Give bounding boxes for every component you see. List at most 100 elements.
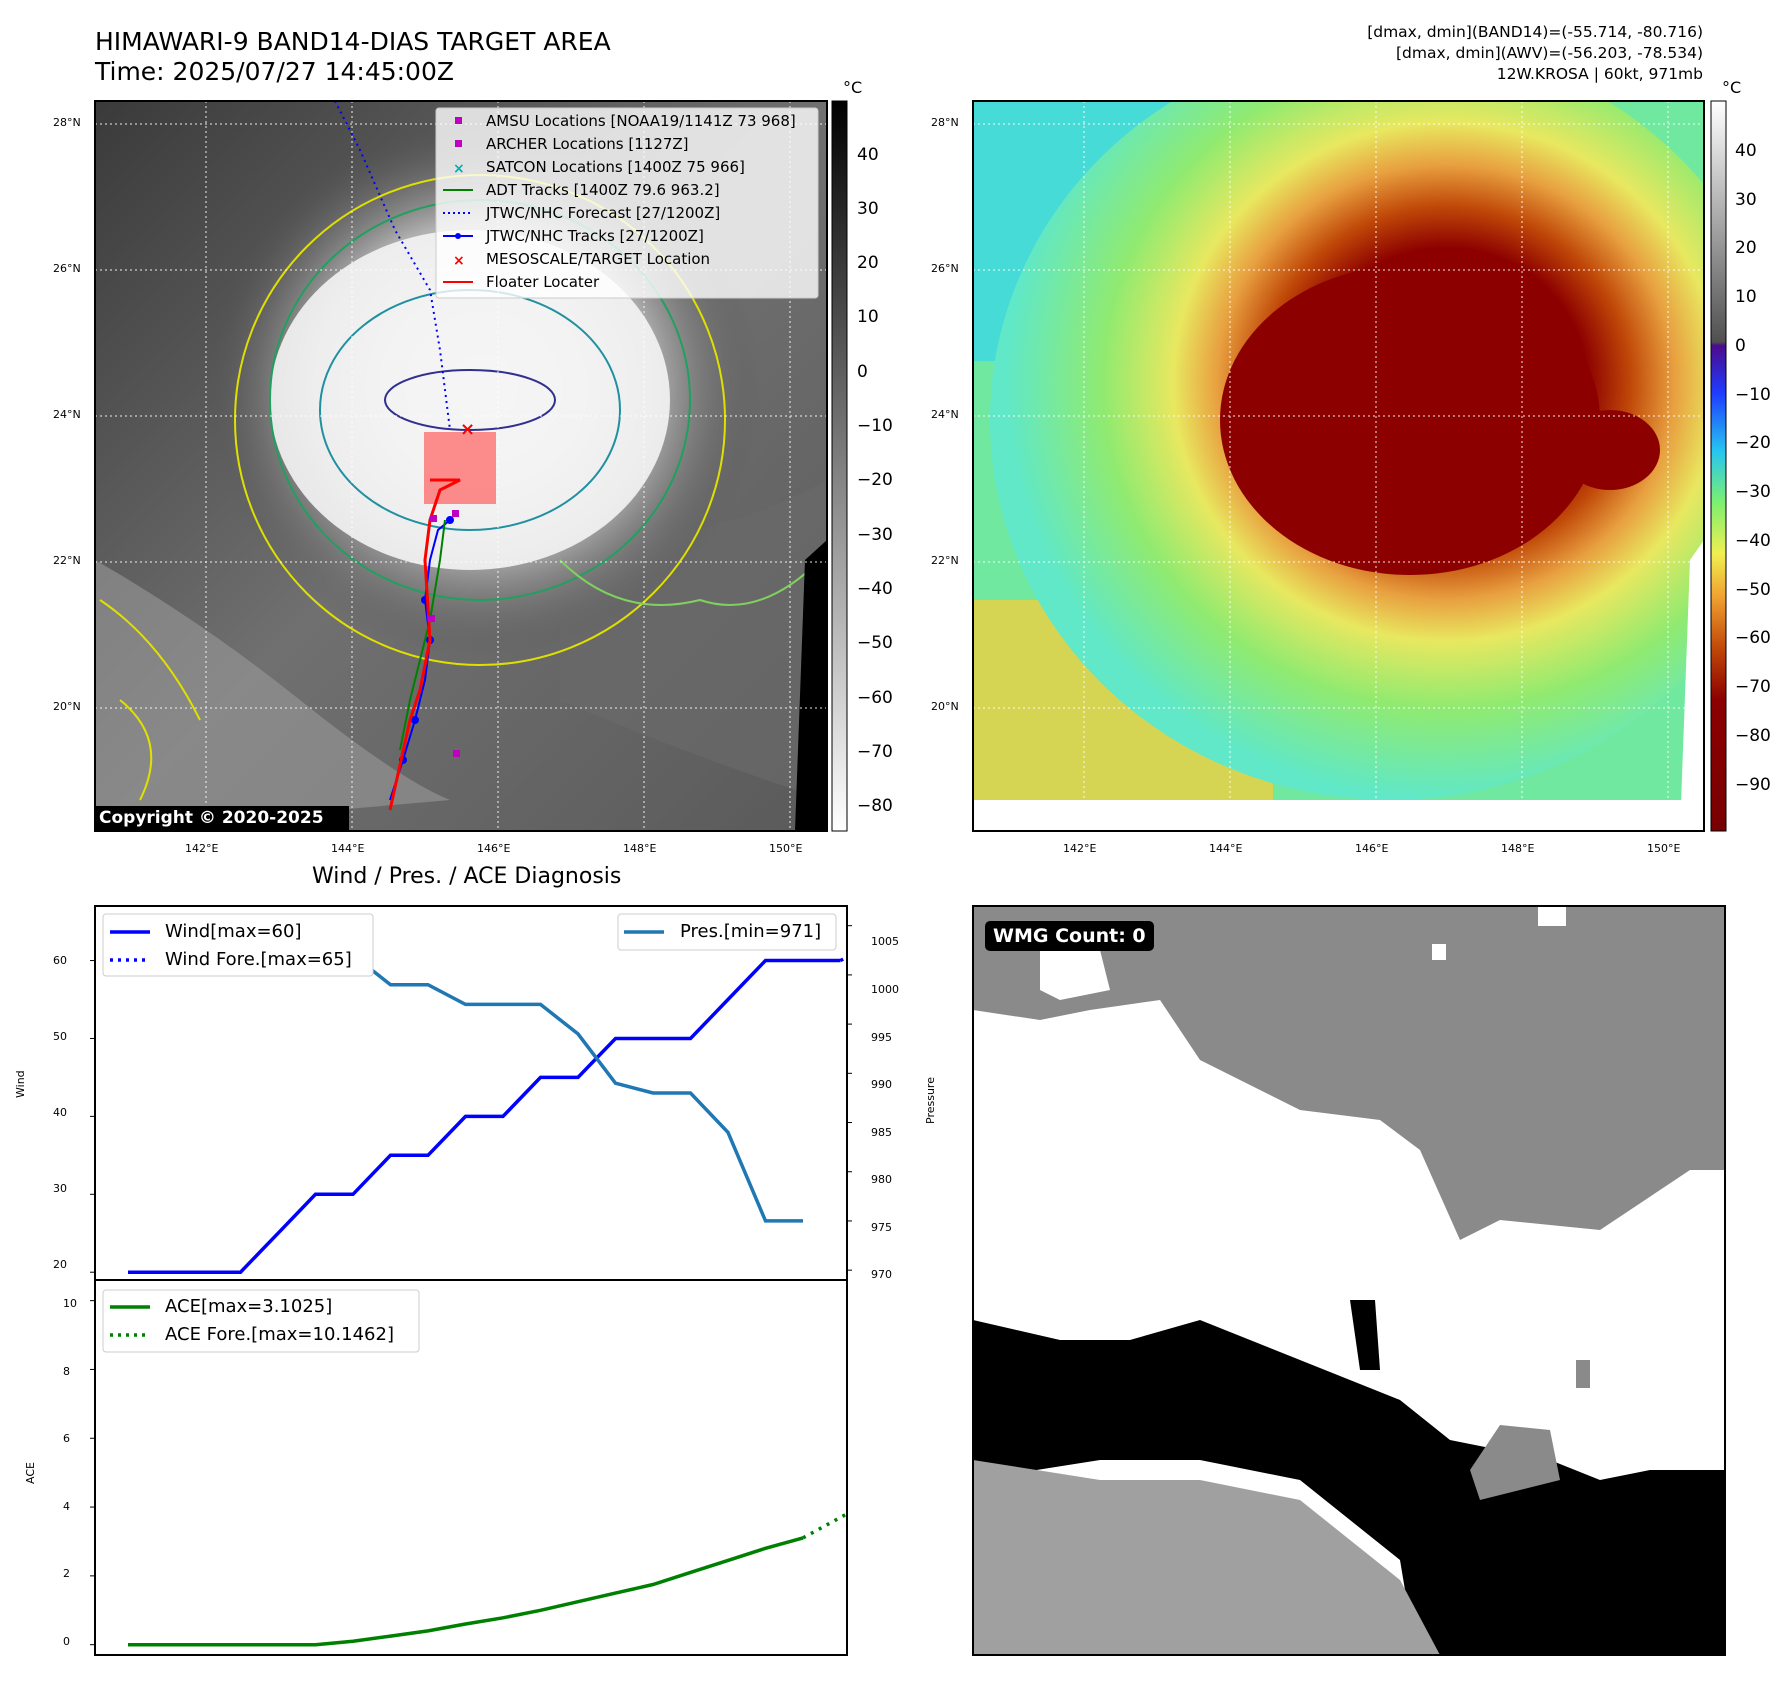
wind-observed-line: [128, 958, 841, 1274]
cb2-tick-0: 0: [1735, 336, 1746, 356]
figure-time: Time: 2025/07/27 14:45:00Z: [95, 57, 454, 86]
wind-tick-30: 30: [53, 1182, 67, 1195]
pres-tick-990: 990: [871, 1078, 892, 1091]
cb2-tick-m30: −30: [1735, 482, 1771, 502]
lat-tick-28: 28°N: [53, 116, 81, 129]
ace-tick-4: 4: [63, 1500, 70, 1513]
info-awv: [dmax, dmin](AWV)=(-56.203, -78.534): [1396, 44, 1703, 62]
cb1-tick-m50: −50: [857, 633, 893, 653]
lon-tick-146: 146°E: [477, 842, 511, 855]
cb2-tick-20: 20: [1735, 238, 1757, 258]
ace-axis-label: ACE: [24, 1462, 37, 1484]
lon-tick-142: 142°E: [185, 842, 219, 855]
wmg-panel: [972, 905, 1726, 1656]
legend-mesoscale: MESOSCALE/TARGET Location: [486, 250, 711, 268]
lat2-tick-22: 22°N: [931, 554, 959, 567]
legend-adt: ADT Tracks [1400Z 79.6 963.2]: [486, 181, 720, 199]
wind-tick-20: 20: [53, 1258, 67, 1271]
cb2-tick-m40: −40: [1735, 531, 1771, 551]
ace-tick-2: 2: [63, 1567, 70, 1580]
cb2-unit: °C: [1722, 78, 1742, 97]
ace-tick-10: 10: [63, 1297, 77, 1310]
cb1-tick-m70: −70: [857, 742, 893, 762]
cb1-tick-m10: −10: [857, 416, 893, 436]
lat2-tick-24: 24°N: [931, 408, 959, 421]
legend-pres: Pres.[min=971]: [680, 921, 822, 942]
wind-tick-50: 50: [53, 1030, 67, 1043]
figure-title: HIMAWARI-9 BAND14-DIAS TARGET AREA: [95, 27, 611, 56]
pres-tick-980: 980: [871, 1173, 892, 1186]
cb2-tick-m70: −70: [1735, 677, 1771, 697]
pres-legend: [617, 913, 837, 951]
ir-colorbar: [831, 100, 848, 832]
lat-tick-20: 20°N: [53, 700, 81, 713]
awv-colorbar: [1710, 100, 1727, 832]
legend-ace: ACE[max=3.1025]: [165, 1296, 333, 1317]
legend-amsu: AMSU Locations [NOAA19/1141Z 73 968]: [486, 112, 796, 130]
legend-archer: ARCHER Locations [1127Z]: [486, 135, 689, 153]
cb1-tick-40: 40: [857, 145, 879, 165]
cb2-tick-m80: −80: [1735, 726, 1771, 746]
cb1-unit: °C: [843, 78, 863, 97]
lon-tick-150: 150°E: [769, 842, 803, 855]
ace-tick-6: 6: [63, 1432, 70, 1445]
cb2-tick-m90: −90: [1735, 775, 1771, 795]
legend-ace-fore: ACE Fore.[max=10.1462]: [165, 1324, 394, 1345]
svg-text:×: ×: [453, 161, 465, 177]
cb2-tick-40: 40: [1735, 141, 1757, 161]
lat2-tick-20: 20°N: [931, 700, 959, 713]
cb1-tick-0: 0: [857, 362, 868, 382]
pres-tick-1005: 1005: [871, 935, 899, 948]
cb2-tick-m20: −20: [1735, 433, 1771, 453]
info-band14: [dmax, dmin](BAND14)=(-55.714, -80.716): [1367, 23, 1703, 41]
cb1-tick-m20: −20: [857, 470, 893, 490]
pres-tick-985: 985: [871, 1126, 892, 1139]
cb1-tick-20: 20: [857, 253, 879, 273]
cb1-tick-m80: −80: [857, 796, 893, 816]
legend-floater: Floater Locater: [486, 273, 600, 291]
awv-map: [973, 101, 1704, 831]
lon-tick-144: 144°E: [331, 842, 365, 855]
cb2-tick-30: 30: [1735, 190, 1757, 210]
legend-wind: Wind[max=60]: [165, 921, 302, 942]
pres-tick-1000: 1000: [871, 983, 899, 996]
diagnosis-title: Wind / Pres. / ACE Diagnosis: [312, 864, 622, 889]
map-legend: × ×: [435, 107, 819, 299]
wind-axis-label: Wind: [14, 1070, 27, 1098]
pressure-axis-label: Pressure: [924, 1077, 937, 1124]
cb1-tick-m30: −30: [857, 525, 893, 545]
legend-jtwc-forecast: JTWC/NHC Forecast [27/1200Z]: [486, 204, 721, 222]
lat-tick-22: 22°N: [53, 554, 81, 567]
pres-tick-975: 975: [871, 1221, 892, 1234]
lat-tick-24: 24°N: [53, 408, 81, 421]
cb1-tick-m60: −60: [857, 688, 893, 708]
lon2-tick-150: 150°E: [1647, 842, 1681, 855]
cb2-tick-10: 10: [1735, 287, 1757, 307]
pres-tick-995: 995: [871, 1031, 892, 1044]
lat2-tick-28: 28°N: [931, 116, 959, 129]
info-storm: 12W.KROSA | 60kt, 971mb: [1496, 65, 1703, 83]
ace-tick-0: 0: [63, 1635, 70, 1648]
ace-series: [128, 1511, 847, 1647]
svg-text:×: ×: [453, 253, 465, 269]
cb1-tick-30: 30: [857, 199, 879, 219]
wind-tick-60: 60: [53, 954, 67, 967]
lon2-tick-144: 144°E: [1209, 842, 1243, 855]
wmg-count-badge: WMG Count: 0: [985, 921, 1154, 951]
ace-tick-8: 8: [63, 1365, 70, 1378]
wind-tick-40: 40: [53, 1106, 67, 1119]
ace-observed-line: [128, 1536, 804, 1647]
cb2-tick-m50: −50: [1735, 580, 1771, 600]
legend-jtwc-tracks: JTWC/NHC Tracks [27/1200Z]: [486, 227, 704, 245]
lat-tick-26: 26°N: [53, 262, 81, 275]
legend-satcon: SATCON Locations [1400Z 75 966]: [486, 158, 745, 176]
copyright-label: Copyright © 2020-2025 Dapiya: [94, 806, 349, 853]
cb1-tick-10: 10: [857, 307, 879, 327]
cb2-tick-m10: −10: [1735, 385, 1771, 405]
legend-wind-fore: Wind Fore.[max=65]: [165, 949, 352, 970]
lon2-tick-142: 142°E: [1063, 842, 1097, 855]
cb1-tick-m40: −40: [857, 579, 893, 599]
wind-legend: [102, 913, 374, 977]
svg-text:×: ×: [460, 419, 475, 440]
